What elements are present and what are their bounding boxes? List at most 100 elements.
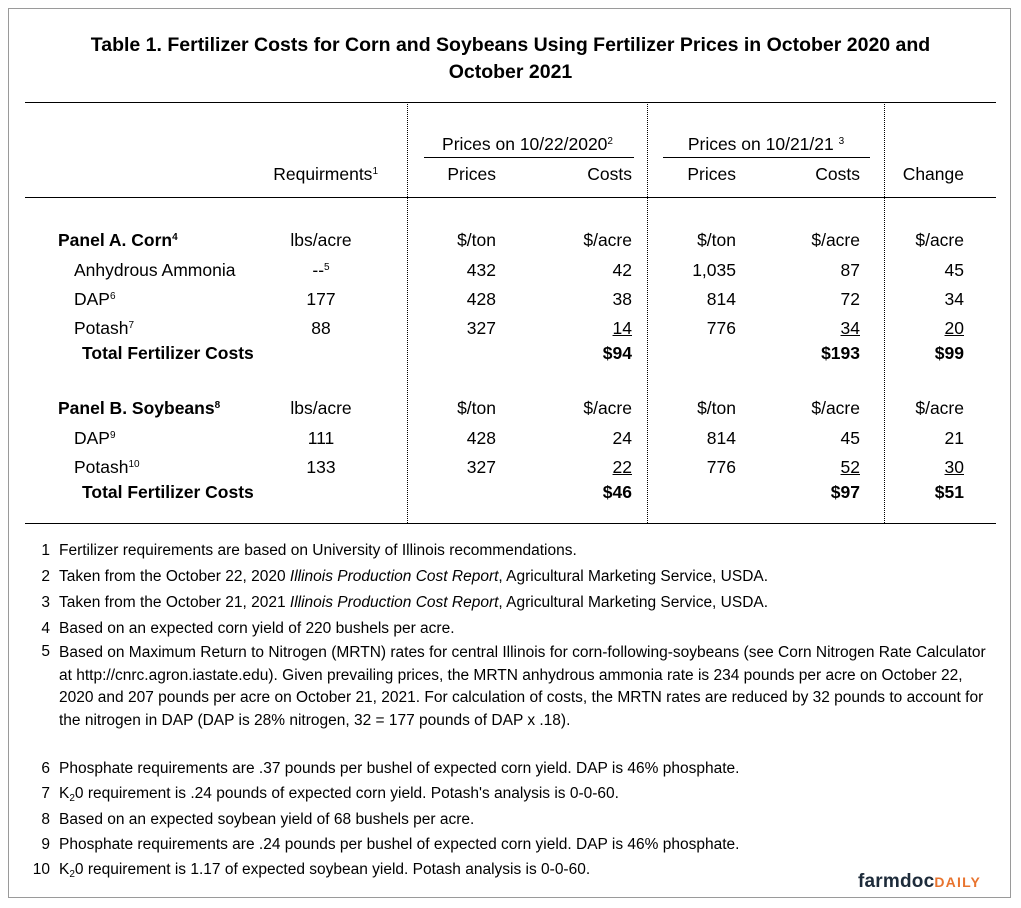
header-costs-2020: Costs xyxy=(587,164,632,184)
footnote-number: 5 xyxy=(41,643,50,660)
table-cell-p20: 432 xyxy=(466,260,496,280)
table-cell-chg: 30 xyxy=(944,457,964,477)
title-line-2: October 2021 xyxy=(448,61,573,83)
table-cell-chg: 20 xyxy=(944,318,964,338)
table-cell-chg: 45 xyxy=(944,260,964,280)
panel-b-total-chg: $51 xyxy=(934,482,964,502)
separator-2 xyxy=(647,102,648,523)
panel-a-total-c20: $94 xyxy=(602,343,632,363)
table-cell-req: 177 xyxy=(306,289,336,309)
table-cell-c21: 72 xyxy=(840,289,860,309)
panel-a-title: Panel A. Corn4 xyxy=(58,230,178,250)
header-prices-2020: Prices xyxy=(447,164,496,184)
panel-b-unit-c21: $/acre xyxy=(811,398,860,418)
table-cell-p20: 327 xyxy=(466,318,496,338)
footnote-number: 9 xyxy=(41,836,50,853)
table-row-label: Potash7 xyxy=(74,318,135,338)
footnote-text: Based on an expected soybean yield of 68… xyxy=(59,811,475,828)
table-cell-c20: 24 xyxy=(612,428,632,448)
title-line-1: Table 1. Fertilizer Costs for Corn and S… xyxy=(90,34,931,56)
header-2021-underline xyxy=(663,157,870,158)
footnote-text: Based on Maximum Return to Nitrogen (MRT… xyxy=(59,644,986,729)
table-cell-req: --5 xyxy=(312,260,330,280)
rule-header-bottom xyxy=(25,197,996,198)
table-cell-c20: 38 xyxy=(612,289,632,309)
panel-b-total-label: Total Fertilizer Costs xyxy=(82,482,254,502)
table-cell-p20: 428 xyxy=(466,289,496,309)
table-cell-c21: 34 xyxy=(840,318,860,338)
header-prices-2021: Prices xyxy=(687,164,736,184)
panel-b-title: Panel B. Soybeans8 xyxy=(58,398,221,418)
header-2021-group: Prices on 10/21/21 3 xyxy=(687,134,845,154)
table-cell-p21: 776 xyxy=(706,457,736,477)
footnote-text: Based on an expected corn yield of 220 b… xyxy=(59,620,455,637)
footnote-number: 1 xyxy=(41,542,50,559)
panel-b-unit-p20: $/ton xyxy=(457,398,496,418)
table-row-label: Anhydrous Ammonia xyxy=(74,260,236,280)
header-costs-2021: Costs xyxy=(815,164,860,184)
footnote-text: Taken from the October 22, 2020 Illinois… xyxy=(59,568,769,585)
footnote-number: 8 xyxy=(41,811,50,828)
footnote-number: 6 xyxy=(41,760,50,777)
header-change: Change xyxy=(902,164,964,184)
panel-a-total-label: Total Fertilizer Costs xyxy=(82,343,254,363)
footnote-text: K20 requirement is .24 pounds of expecte… xyxy=(59,785,619,804)
table-cell-c20: 42 xyxy=(612,260,632,280)
table-row-label: DAP9 xyxy=(74,428,116,448)
panel-b-total-c21: $97 xyxy=(830,482,860,502)
table-cell-p21: 1,035 xyxy=(692,260,736,280)
footnote-text: K20 requirement is 1.17 of expected soyb… xyxy=(59,861,591,880)
farmdoc-daily-logo: farmdocDAILY xyxy=(858,871,981,893)
panel-b-unit-c20: $/acre xyxy=(583,398,632,418)
logo-main: farmdoc xyxy=(858,871,935,892)
table-cell-c20: 14 xyxy=(612,318,632,338)
logo-accent: DAILY xyxy=(934,874,982,890)
table-cell-p21: 776 xyxy=(706,318,736,338)
panel-a-unit-c21: $/acre xyxy=(811,230,860,250)
table-cell-p20: 327 xyxy=(466,457,496,477)
panel-a-unit-c20: $/acre xyxy=(583,230,632,250)
footnote-number: 10 xyxy=(32,861,50,878)
page-frame xyxy=(8,8,1011,898)
header-2020-group: Prices on 10/22/20202 xyxy=(442,134,613,154)
panel-a-total-chg: $99 xyxy=(934,343,964,363)
footnote-text: Fertilizer requirements are based on Uni… xyxy=(59,542,577,559)
table-cell-req: 111 xyxy=(307,428,335,448)
footnote-number: 3 xyxy=(41,594,50,611)
table-cell-p21: 814 xyxy=(706,428,736,448)
footnote-text: Taken from the October 21, 2021 Illinois… xyxy=(59,594,769,611)
table-title: Table 1. Fertilizer Costs for Corn and S… xyxy=(0,32,1021,86)
panel-b-unit-p21: $/ton xyxy=(697,398,736,418)
panel-a-unit-p21: $/ton xyxy=(697,230,736,250)
panel-b-unit-req: lbs/acre xyxy=(290,398,352,418)
table-cell-req: 133 xyxy=(306,457,336,477)
panel-a-unit-chg: $/acre xyxy=(915,230,964,250)
table-row-label: Potash10 xyxy=(74,457,140,477)
table-cell-c20: 22 xyxy=(612,457,632,477)
panel-a-total-c21: $193 xyxy=(821,343,860,363)
table-cell-req: 88 xyxy=(311,318,331,338)
table-cell-p21: 814 xyxy=(706,289,736,309)
table-cell-c21: 45 xyxy=(840,428,860,448)
footnote-number: 2 xyxy=(41,568,50,585)
separator-1 xyxy=(407,102,408,523)
table-cell-c21: 87 xyxy=(840,260,860,280)
footnote-text: Phosphate requirements are .24 pounds pe… xyxy=(59,836,740,853)
separator-3 xyxy=(884,102,885,523)
header-2020-underline xyxy=(424,157,634,158)
panel-b-unit-chg: $/acre xyxy=(915,398,964,418)
table-cell-chg: 21 xyxy=(944,428,964,448)
table-cell-chg: 34 xyxy=(944,289,964,309)
panel-a-unit-p20: $/ton xyxy=(457,230,496,250)
footnote-number: 7 xyxy=(41,785,50,802)
panel-b-total-c20: $46 xyxy=(602,482,632,502)
footnote-number: 4 xyxy=(41,620,50,637)
rule-table-bottom xyxy=(25,523,996,524)
rule-top xyxy=(25,102,996,103)
panel-a-unit-req: lbs/acre xyxy=(290,230,352,250)
table-cell-c21: 52 xyxy=(840,457,860,477)
footnote-text: Phosphate requirements are .37 pounds pe… xyxy=(59,760,740,777)
table-cell-p20: 428 xyxy=(466,428,496,448)
table-row-label: DAP6 xyxy=(74,289,116,309)
header-requirements: Requirments1 xyxy=(273,164,378,184)
